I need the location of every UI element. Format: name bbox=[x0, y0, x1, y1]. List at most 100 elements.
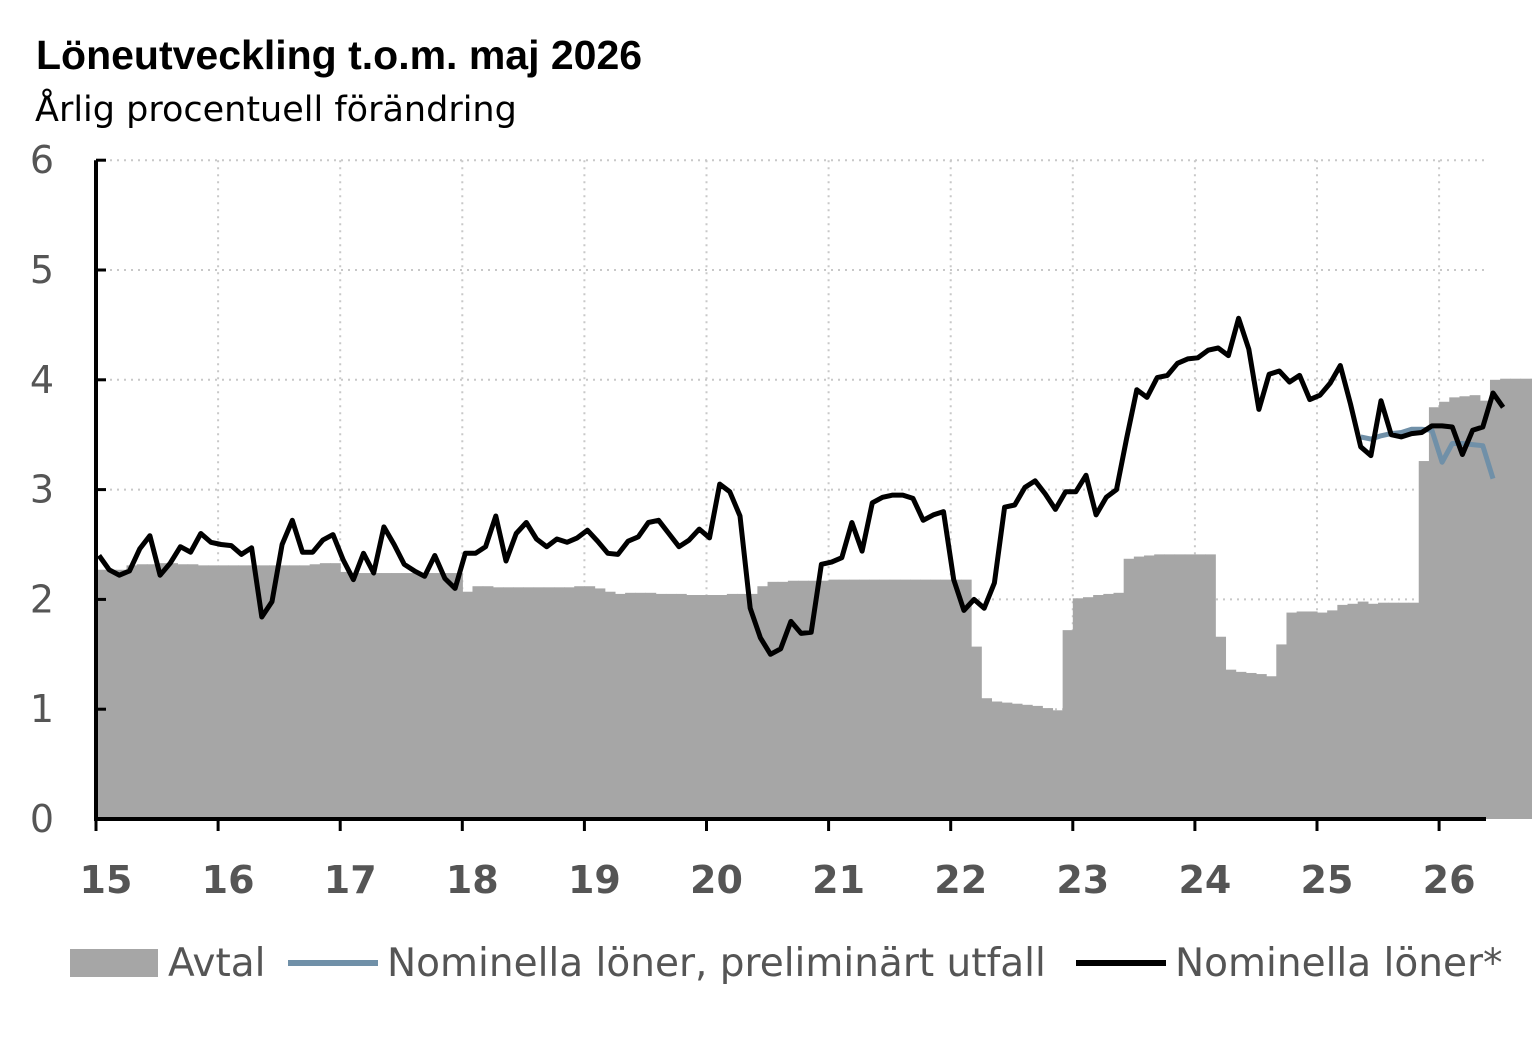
avtal-bar bbox=[604, 591, 616, 819]
avtal-bar bbox=[319, 563, 331, 819]
avtal-bar bbox=[1306, 611, 1318, 819]
avtal-bar bbox=[869, 579, 881, 819]
avtal-bar bbox=[106, 569, 117, 819]
avtal-bar bbox=[1367, 603, 1379, 819]
avtal-bar bbox=[553, 587, 565, 819]
avtal-bar bbox=[1479, 400, 1491, 819]
avtal-bar bbox=[207, 565, 219, 819]
avtal-bar bbox=[340, 571, 351, 819]
x-tick-label: 24 bbox=[1178, 858, 1231, 902]
avtal-bar bbox=[350, 573, 362, 819]
y-tick-label: 5 bbox=[30, 248, 54, 292]
avtal-bar bbox=[482, 586, 494, 819]
avtal-bar bbox=[1144, 555, 1155, 819]
avtal-bar bbox=[1489, 379, 1501, 819]
avtal-bar bbox=[655, 593, 667, 819]
avtal-bar bbox=[462, 591, 474, 819]
avtal-bar bbox=[899, 579, 911, 819]
avtal-bar bbox=[187, 564, 199, 819]
avtal-bar bbox=[330, 563, 341, 819]
avtal-bar bbox=[503, 587, 514, 819]
avtal-bar bbox=[1123, 558, 1135, 819]
avtal-bar bbox=[1530, 378, 1532, 819]
avtal-bar bbox=[950, 579, 962, 819]
avtal-bar bbox=[1327, 610, 1338, 819]
avtal-bar bbox=[492, 587, 504, 819]
avtal-bar bbox=[1337, 604, 1349, 819]
avtal-bar bbox=[1317, 612, 1328, 819]
avtal-bar bbox=[960, 579, 972, 819]
avtal-bar bbox=[1001, 702, 1013, 819]
avtal-bar bbox=[818, 580, 830, 819]
avtal-bar bbox=[1408, 602, 1420, 819]
avtal-bar bbox=[1245, 672, 1257, 819]
x-tick-label: 17 bbox=[324, 858, 377, 902]
legend-swatch-avtal bbox=[70, 949, 158, 977]
avtal-bar bbox=[1021, 704, 1033, 819]
avtal-bar bbox=[838, 579, 850, 819]
avtal-bar bbox=[614, 593, 626, 819]
avtal-bar bbox=[1052, 710, 1064, 819]
x-tick-label: 15 bbox=[80, 858, 133, 902]
avtal-bar bbox=[380, 573, 392, 819]
y-tick-label: 2 bbox=[30, 577, 54, 621]
avtal-bar bbox=[1347, 603, 1359, 819]
avtal-bar bbox=[513, 587, 524, 819]
avtal-bar bbox=[889, 579, 901, 819]
avtal-bar bbox=[1184, 554, 1196, 819]
avtal-bar bbox=[1255, 674, 1267, 819]
avtal-bar bbox=[1235, 671, 1247, 819]
avtal-bar bbox=[1225, 669, 1237, 819]
avtal-bar bbox=[299, 565, 311, 819]
avtal-bar bbox=[248, 565, 260, 819]
avtal-bar bbox=[1062, 630, 1074, 819]
avtal-bar bbox=[971, 646, 982, 819]
avtal-bar bbox=[309, 564, 321, 819]
avtal-bar bbox=[1459, 396, 1471, 819]
avtal-bar bbox=[1072, 598, 1084, 819]
avtal-bar bbox=[930, 579, 942, 819]
x-tick-label: 19 bbox=[568, 858, 621, 902]
avtal-bar bbox=[1469, 395, 1481, 819]
avtal-bar bbox=[1215, 636, 1227, 819]
avtal-bar bbox=[136, 564, 148, 819]
avtal-bar bbox=[920, 579, 931, 819]
avtal-bar bbox=[1418, 461, 1430, 819]
avtal-bar bbox=[991, 701, 1003, 819]
avtal-bar bbox=[421, 573, 433, 819]
y-tick-labels: 0 1 2 3 4 5 6 bbox=[30, 138, 54, 841]
y-tick-label: 0 bbox=[30, 797, 54, 841]
avtal-bar bbox=[289, 565, 301, 819]
avtal-area-series bbox=[96, 378, 1532, 819]
nominella-line bbox=[96, 315, 1506, 657]
avtal-bar bbox=[1113, 592, 1125, 819]
legend-label-preliminart: Nominella löner, preliminärt utfall bbox=[387, 941, 1046, 986]
avtal-bar bbox=[716, 595, 728, 819]
avtal-bar bbox=[96, 569, 107, 819]
avtal-bar bbox=[1388, 602, 1399, 819]
avtal-bar bbox=[787, 580, 799, 819]
avtal-bar bbox=[564, 587, 575, 819]
line-series bbox=[96, 315, 1506, 657]
x-tick-labels: 15 16 17 18 19 20 21 22 23 24 25 26 bbox=[80, 858, 1476, 902]
avtal-bar bbox=[441, 573, 453, 819]
chart-subtitle: Årlig procentuell förändring bbox=[35, 90, 517, 130]
avtal-bar bbox=[1398, 602, 1410, 819]
avtal-bar bbox=[747, 593, 758, 819]
avtal-bar bbox=[706, 595, 718, 819]
avtal-bar bbox=[1449, 397, 1461, 819]
avtal-bar bbox=[391, 573, 402, 819]
avtal-bar bbox=[1286, 612, 1298, 819]
avtal-bar bbox=[645, 592, 657, 819]
avtal-bar bbox=[696, 595, 708, 819]
avtal-bar bbox=[1520, 378, 1532, 819]
avtal-bar bbox=[523, 587, 535, 819]
y-tick-label: 1 bbox=[30, 687, 54, 731]
legend-label-nominella: Nominella löner* bbox=[1175, 941, 1502, 986]
legend-label-avtal: Avtal bbox=[168, 941, 266, 986]
avtal-bar bbox=[635, 592, 647, 819]
avtal-bar bbox=[370, 573, 382, 819]
avtal-bar bbox=[1032, 705, 1043, 819]
avtal-bar bbox=[126, 565, 138, 819]
